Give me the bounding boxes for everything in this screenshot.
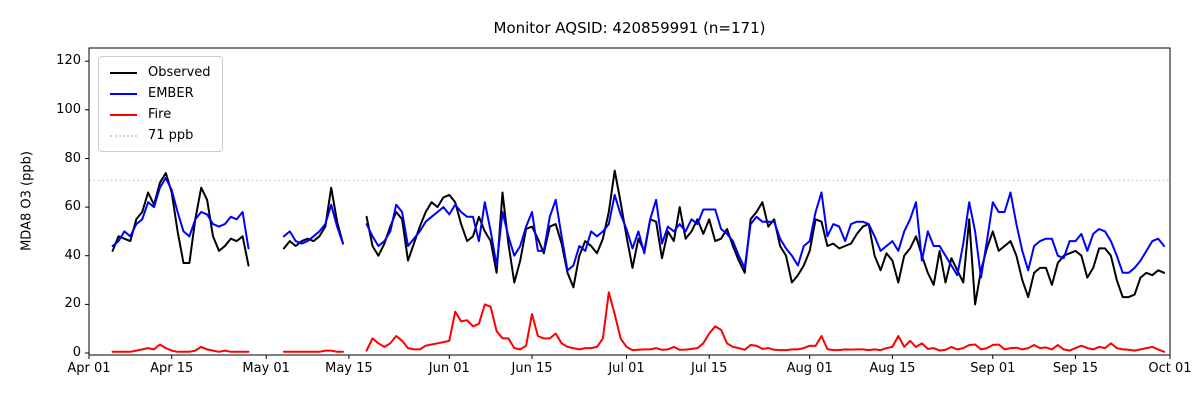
y-tick-label: 0 [72, 345, 81, 360]
legend-label-observed: Observed [148, 65, 211, 80]
y-tick-label: 80 [64, 150, 81, 166]
chart-title: Monitor AQSID: 420859991 (n=171) [493, 19, 766, 37]
legend-line-fire [110, 113, 137, 116]
legend-line-threshold [110, 134, 137, 137]
legend-label-threshold: 71 ppb [148, 128, 194, 143]
legend-line-observed [110, 71, 137, 74]
ember-line [111, 176, 250, 250]
x-tick-label: Aug 15 [869, 361, 916, 376]
x-tick-label: Jun 01 [428, 361, 470, 376]
legend-line-ember [110, 92, 137, 95]
y-tick-label: 120 [56, 53, 81, 69]
legend-item-threshold: 71 ppb [110, 128, 211, 143]
legend: Observed EMBER Fire 71 ppb [98, 56, 223, 152]
y-tick-label: 20 [64, 296, 81, 312]
x-tick-label: Apr 01 [67, 361, 111, 376]
x-tick-label: Apr 15 [150, 361, 194, 376]
ember-line [365, 191, 1166, 279]
observed-line [365, 169, 1166, 306]
x-tick-label: Jul 15 [691, 361, 728, 376]
y-tick-label: 60 [64, 199, 81, 215]
legend-item-observed: Observed [110, 65, 211, 80]
fire-line [282, 349, 344, 353]
legend-item-ember: EMBER [110, 86, 211, 101]
fire-line [111, 343, 250, 353]
y-tick-label: 40 [64, 247, 81, 263]
x-tick-label: Jun 15 [511, 361, 553, 376]
legend-label-ember: EMBER [148, 86, 194, 101]
x-tick-label: May 15 [325, 361, 373, 376]
x-tick-label: Jul 01 [608, 361, 645, 376]
observed-line [282, 186, 344, 250]
y-tick-label: 100 [56, 101, 81, 117]
x-tick-label: Sep 01 [970, 361, 1016, 376]
plot-border [88, 47, 1171, 356]
fire-line [365, 291, 1166, 353]
x-tick-label: Sep 15 [1052, 361, 1099, 376]
legend-label-fire: Fire [148, 107, 172, 122]
ember-line [282, 203, 344, 245]
y-axis-label: MDA8 O3 (ppb) [19, 151, 35, 251]
x-tick-label: Aug 01 [786, 361, 833, 376]
legend-item-fire: Fire [110, 107, 211, 122]
observed-line [111, 172, 250, 267]
x-tick-label: May 01 [242, 361, 290, 376]
x-tick-label: Oct 01 [1148, 361, 1192, 376]
